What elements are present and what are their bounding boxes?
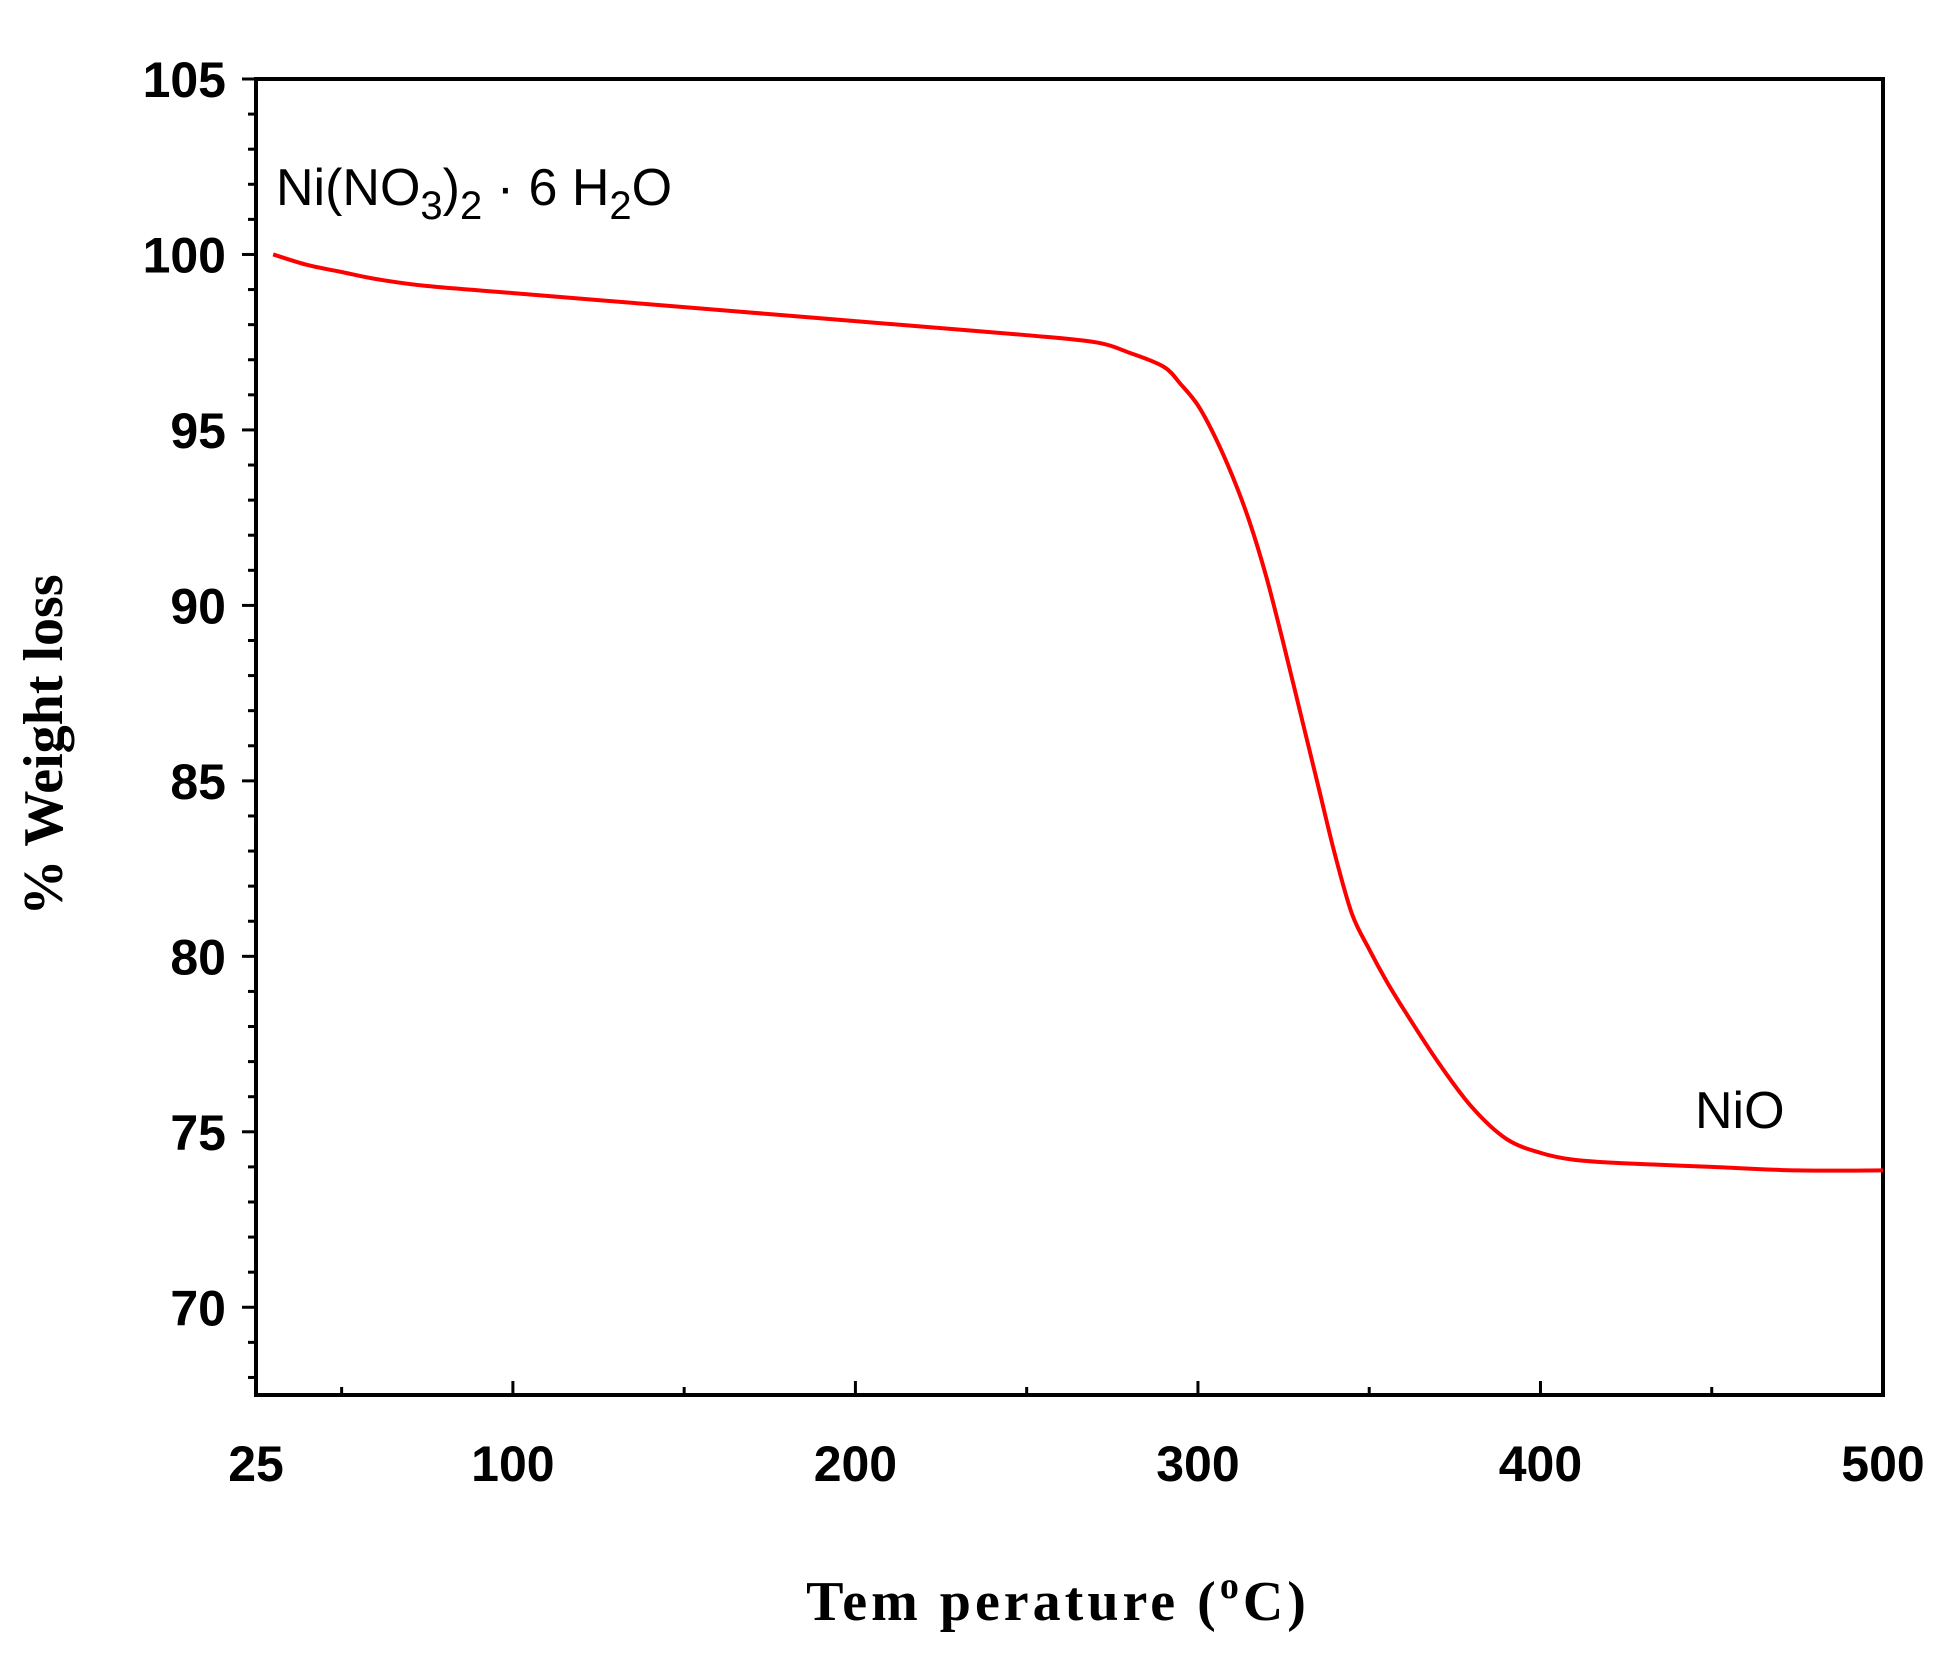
y-tick-label: 100 [143,227,226,283]
weight-loss-curve [272,252,1884,1173]
x-tick-label: 100 [471,1436,554,1492]
y-tick-label: 75 [170,1105,226,1161]
x-tick-label: 300 [1156,1436,1239,1492]
annotation-precursor: Ni(NO3)2 · 6 H2O [276,159,672,228]
x-tick-label: 400 [1499,1436,1582,1492]
x-axis-title: Tem perature (oC) [806,1565,1310,1633]
plot-frame [254,77,1885,1397]
x-axis: 25 100 200 300 400 500 [228,1381,1925,1492]
y-axis-title: % Weight loss [13,574,75,915]
y-tick-label: 85 [170,754,226,810]
x-tick-label: 500 [1841,1436,1924,1492]
y-tick-label: 80 [170,929,226,985]
y-tick-label: 70 [170,1280,226,1336]
y-tick-label: 105 [143,52,226,108]
x-tick-label: 200 [814,1436,897,1492]
x-tick-label: 25 [228,1436,284,1492]
y-tick-label: 95 [170,403,226,459]
annotation-product: NiO [1695,1082,1785,1140]
y-axis: 70 75 80 85 90 95 100 105 [143,52,256,1379]
y-tick-label: 90 [170,578,226,634]
